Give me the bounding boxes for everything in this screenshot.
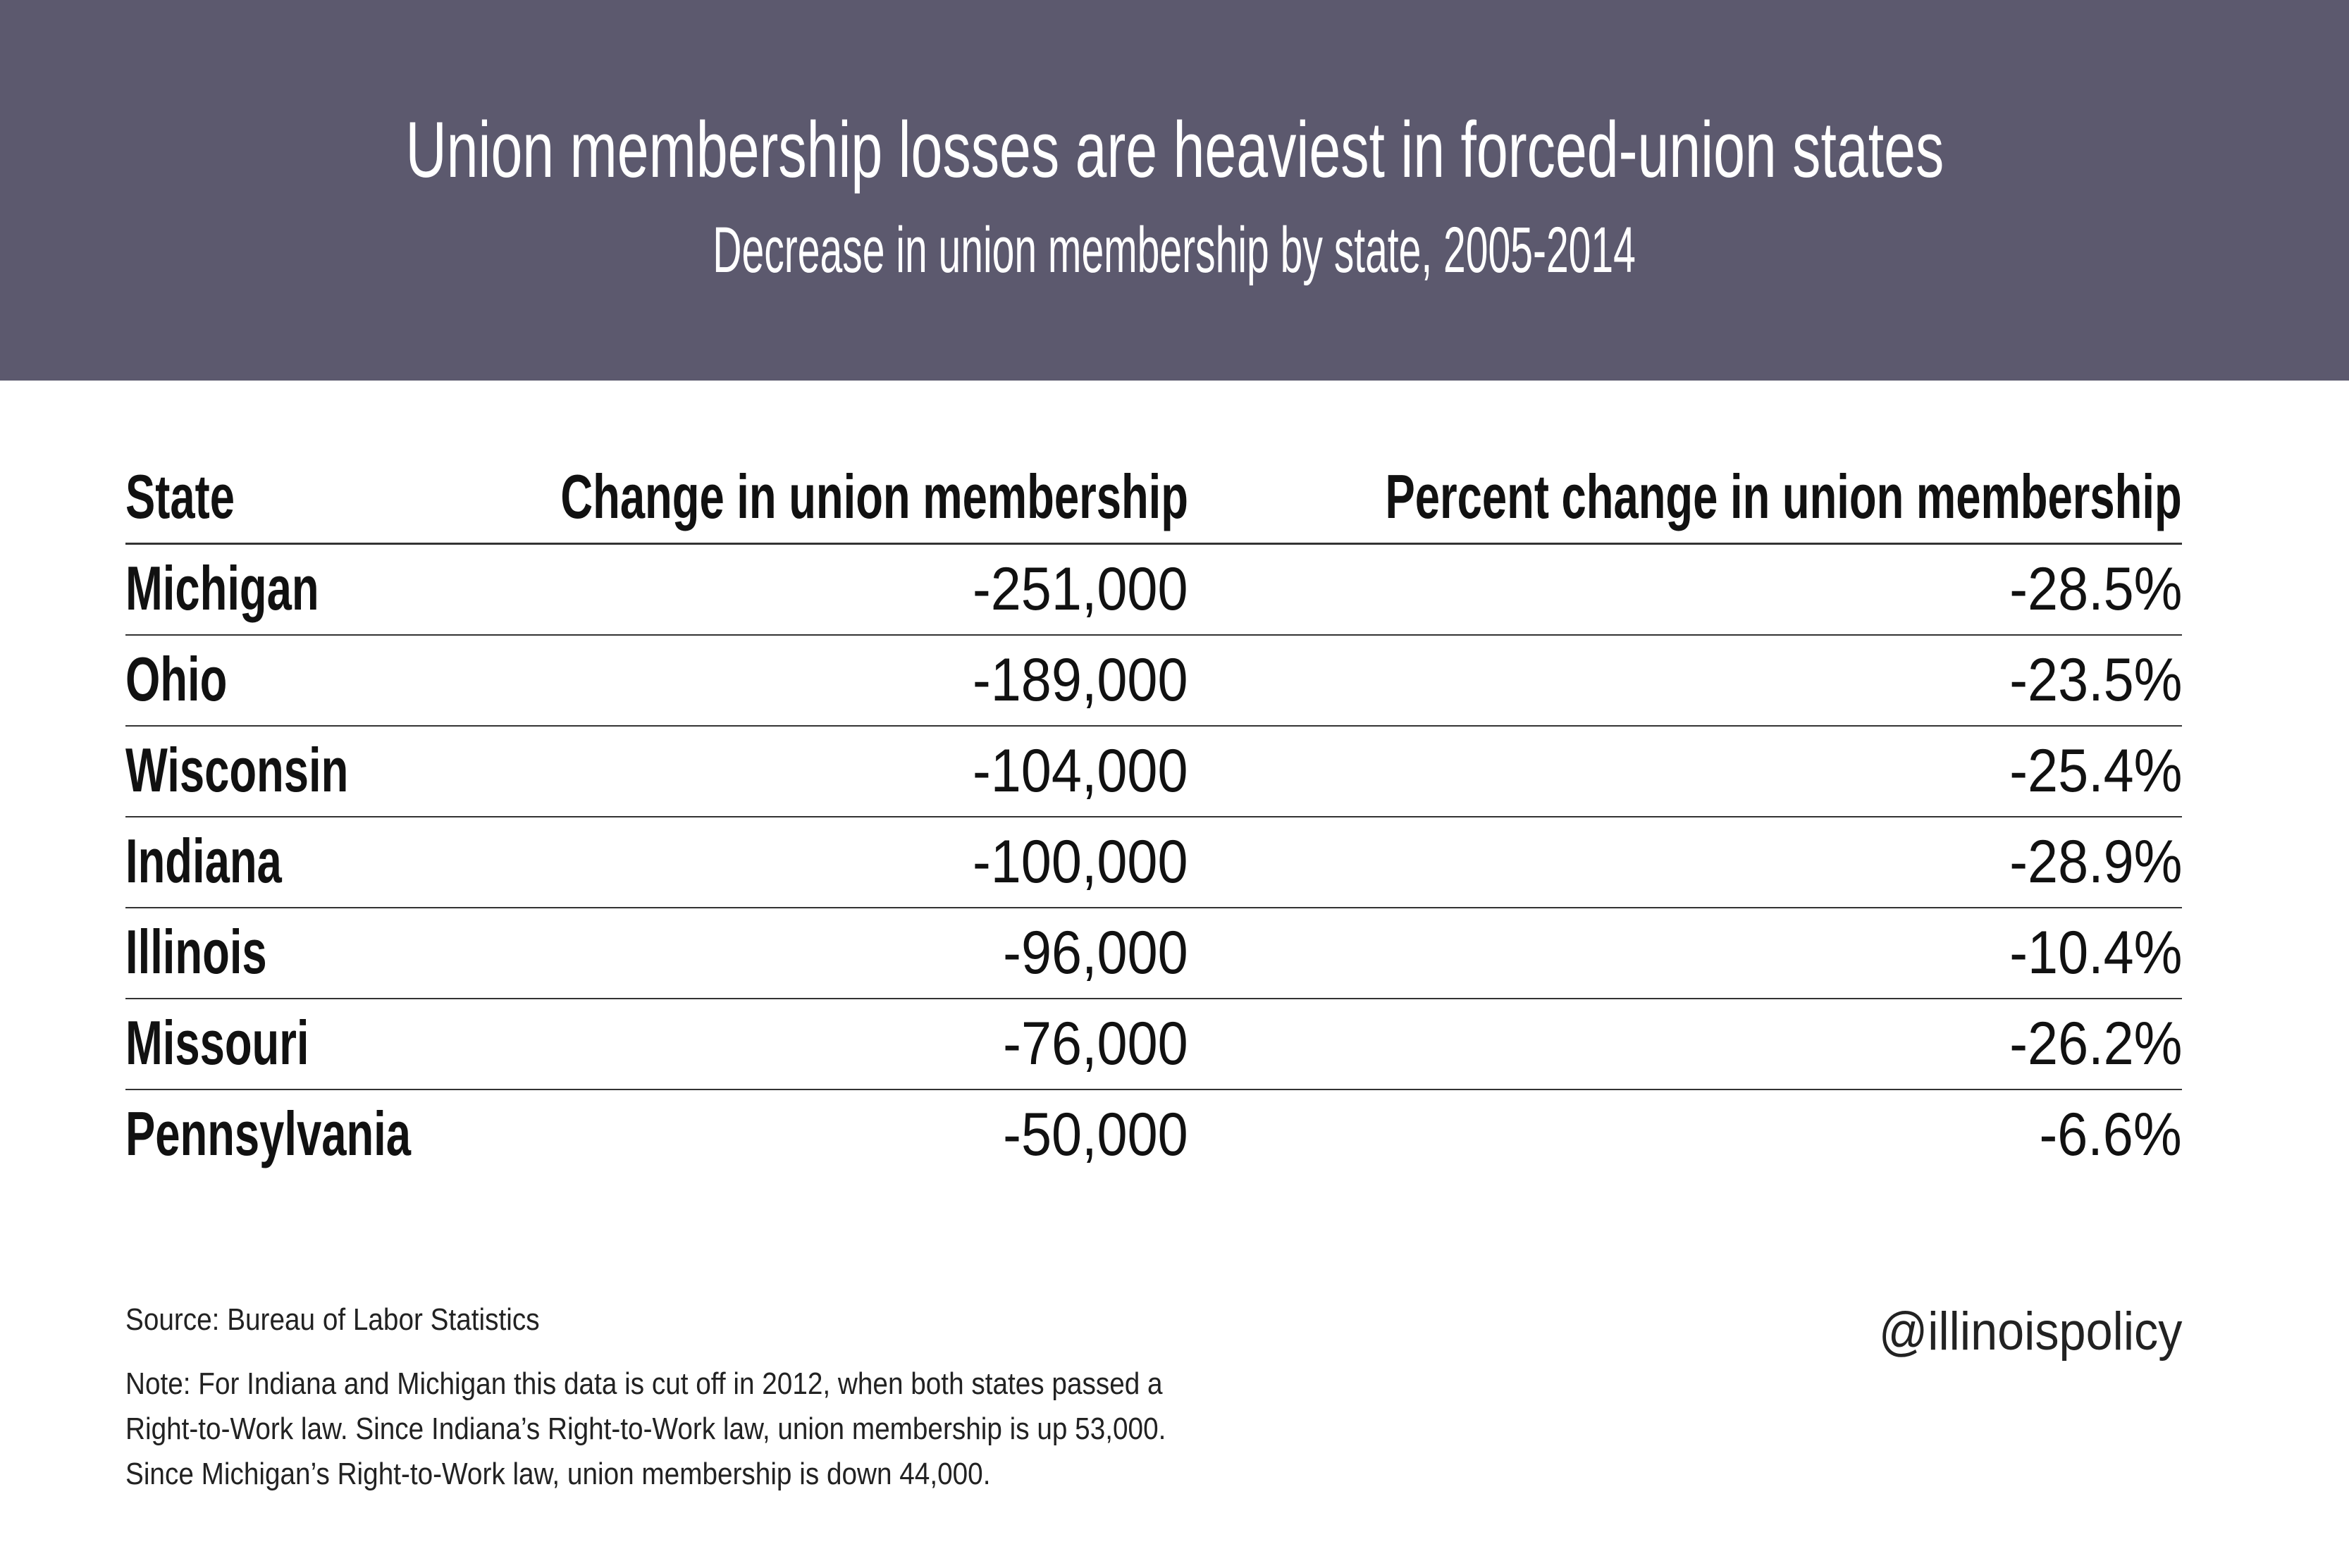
state-name: Ohio	[125, 644, 228, 714]
state-name: Wisconsin	[125, 735, 349, 805]
note: Note: For Indiana and Michigan this data…	[125, 1362, 1605, 1497]
change-value: -189,000	[973, 646, 1188, 714]
state-name: Illinois	[125, 917, 267, 987]
percent-value: -28.5%	[2009, 555, 2182, 623]
note-line: Note: For Indiana and Michigan this data…	[125, 1366, 1163, 1401]
table-row: Wisconsin -104,000 -25.4%	[125, 727, 2182, 817]
social-handle: @illinoispolicy	[1878, 1302, 2182, 1362]
table-row: Missouri -76,000 -26.2%	[125, 999, 2182, 1090]
state-name: Missouri	[125, 1008, 309, 1078]
table-row: Ohio -189,000 -23.5%	[125, 636, 2182, 727]
change-value: -251,000	[973, 555, 1188, 623]
percent-value: -28.9%	[2009, 828, 2182, 896]
column-header-percent: Percent change in union membership	[1385, 462, 2182, 531]
table-row: Indiana -100,000 -28.9%	[125, 817, 2182, 908]
column-header-change: Change in union membership	[560, 462, 1188, 531]
note-line: Since Michigan’s Right-to-Work law, unio…	[125, 1457, 991, 1491]
change-value: -100,000	[973, 828, 1188, 896]
data-table: State Change in union membership Percent…	[125, 451, 2182, 1180]
state-name: Indiana	[125, 826, 282, 896]
page-title: Union membership losses are heaviest in …	[405, 106, 1944, 194]
table-header-row: State Change in union membership Percent…	[125, 451, 2182, 545]
change-value: -96,000	[1003, 919, 1188, 987]
header-banner: Union membership losses are heaviest in …	[0, 0, 2349, 381]
change-value: -76,000	[1003, 1010, 1188, 1078]
page-subtitle: Decrease in union membership by state, 2…	[713, 214, 1636, 286]
percent-value: -6.6%	[2039, 1101, 2182, 1168]
table-row: Michigan -251,000 -28.5%	[125, 545, 2182, 636]
percent-value: -23.5%	[2009, 646, 2182, 714]
state-name: Michigan	[125, 553, 319, 623]
table-row: Illinois -96,000 -10.4%	[125, 908, 2182, 999]
state-name: Pennsylvania	[125, 1099, 412, 1168]
percent-value: -26.2%	[2009, 1010, 2182, 1078]
percent-value: -25.4%	[2009, 737, 2182, 805]
change-value: -104,000	[973, 737, 1188, 805]
percent-value: -10.4%	[2009, 919, 2182, 987]
note-line: Right-to-Work law. Since Indiana’s Right…	[125, 1412, 1166, 1446]
column-header-state: State	[125, 462, 235, 531]
table-row: Pennsylvania -50,000 -6.6%	[125, 1090, 2182, 1180]
change-value: -50,000	[1003, 1101, 1188, 1168]
source-text: Source: Bureau of Labor Statistics	[125, 1302, 540, 1337]
